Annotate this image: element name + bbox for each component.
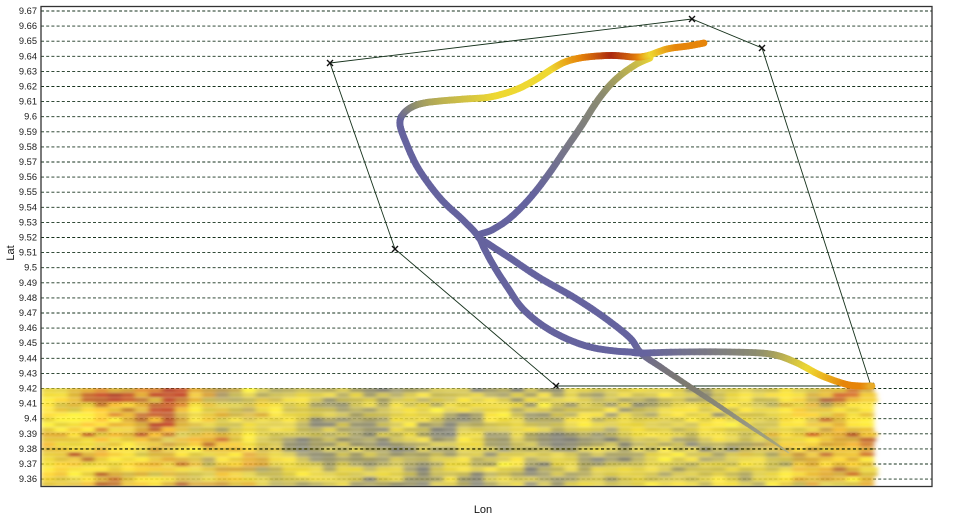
svg-text:9.45: 9.45 [19,338,37,348]
svg-text:9.37: 9.37 [19,459,37,469]
svg-text:9.48: 9.48 [19,293,37,303]
svg-text:9.67: 9.67 [19,6,37,16]
svg-text:9.63: 9.63 [19,66,37,76]
svg-text:9.51: 9.51 [19,248,37,258]
svg-text:9.57: 9.57 [19,157,37,167]
svg-text:9.52: 9.52 [19,233,37,243]
svg-text:9.36: 9.36 [19,474,37,484]
svg-text:9.42: 9.42 [19,384,37,394]
svg-text:9.6: 9.6 [24,112,37,122]
svg-text:9.41: 9.41 [19,399,37,409]
svg-text:9.46: 9.46 [19,323,37,333]
svg-text:9.53: 9.53 [19,217,37,227]
svg-text:9.44: 9.44 [19,353,37,363]
svg-text:9.43: 9.43 [19,368,37,378]
svg-text:Lat: Lat [5,245,17,260]
svg-text:9.55: 9.55 [19,187,37,197]
svg-text:9.49: 9.49 [19,278,37,288]
svg-text:9.38: 9.38 [19,444,37,454]
svg-text:9.54: 9.54 [19,202,37,212]
svg-text:9.4: 9.4 [24,414,37,424]
svg-text:9.58: 9.58 [19,142,37,152]
svg-text:9.39: 9.39 [19,429,37,439]
svg-text:9.61: 9.61 [19,97,37,107]
svg-text:9.65: 9.65 [19,36,37,46]
svg-text:9.56: 9.56 [19,172,37,182]
svg-text:9.59: 9.59 [19,127,37,137]
svg-text:9.66: 9.66 [19,21,37,31]
svg-text:9.62: 9.62 [19,82,37,92]
svg-text:Lon: Lon [474,504,492,516]
svg-text:9.64: 9.64 [19,51,37,61]
svg-text:9.47: 9.47 [19,308,37,318]
svg-text:9.5: 9.5 [24,263,37,273]
